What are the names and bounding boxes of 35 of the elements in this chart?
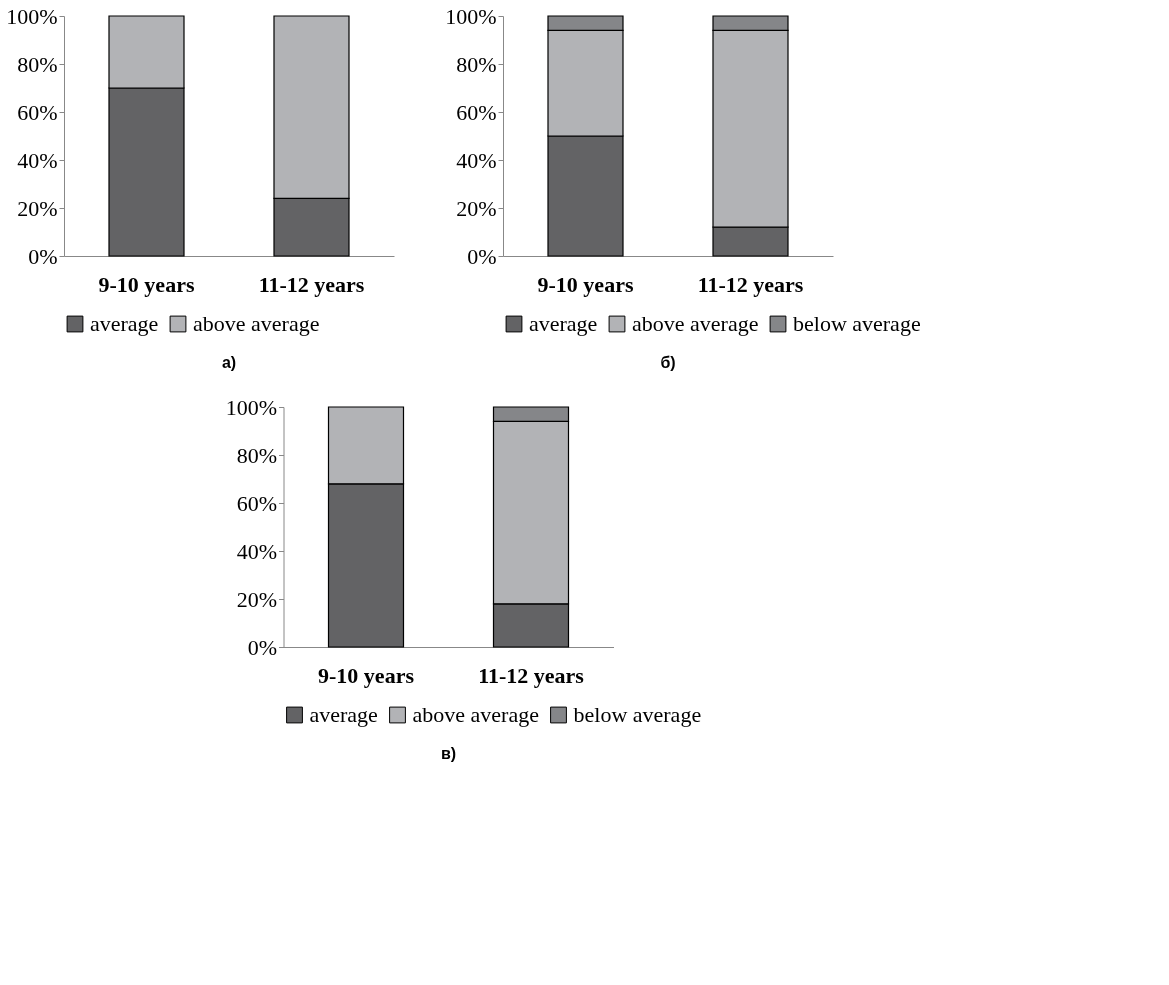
legend-label: above average <box>412 702 539 727</box>
y-tick-label: 40% <box>236 538 277 564</box>
legend-label: average <box>309 702 378 727</box>
x-tick-label: 11-12 years <box>478 662 585 688</box>
y-tick-label: 100% <box>6 3 58 29</box>
x-tick-label: 11-12 years <box>697 271 804 297</box>
y-tick-label: 60% <box>456 99 497 125</box>
y-tick-label: 0% <box>467 243 497 269</box>
x-tick-label: 9-10 years <box>98 271 195 297</box>
legend-label: average <box>90 311 159 336</box>
legend-label: below average <box>573 702 702 727</box>
x-tick-label: 9-10 years <box>318 662 415 688</box>
y-tick-label: 100% <box>225 394 277 420</box>
text: б) <box>660 354 676 371</box>
y-tick-label: 0% <box>28 243 58 269</box>
y-tick-label: 100% <box>445 3 497 29</box>
y-tick-label: 80% <box>456 51 497 77</box>
x-tick-label: 9-10 years <box>537 271 634 297</box>
legend-label: above average <box>632 311 759 336</box>
legend-label: below average <box>793 311 921 336</box>
y-tick-label: 80% <box>236 442 277 468</box>
legend-label: above average <box>193 311 320 336</box>
y-tick-label: 60% <box>236 490 277 516</box>
y-tick-label: 0% <box>247 634 277 660</box>
y-tick-label: 40% <box>17 147 58 173</box>
text: а) <box>221 354 237 371</box>
y-tick-label: 20% <box>236 586 277 612</box>
y-tick-label: 20% <box>456 195 497 221</box>
y-tick-label: 60% <box>17 99 58 125</box>
y-tick-label: 40% <box>456 147 497 173</box>
y-tick-label: 80% <box>17 51 58 77</box>
y-tick-label: 20% <box>17 195 58 221</box>
x-tick-label: 11-12 years <box>258 271 365 297</box>
legend-label: average <box>529 311 598 336</box>
text: в) <box>440 745 457 762</box>
